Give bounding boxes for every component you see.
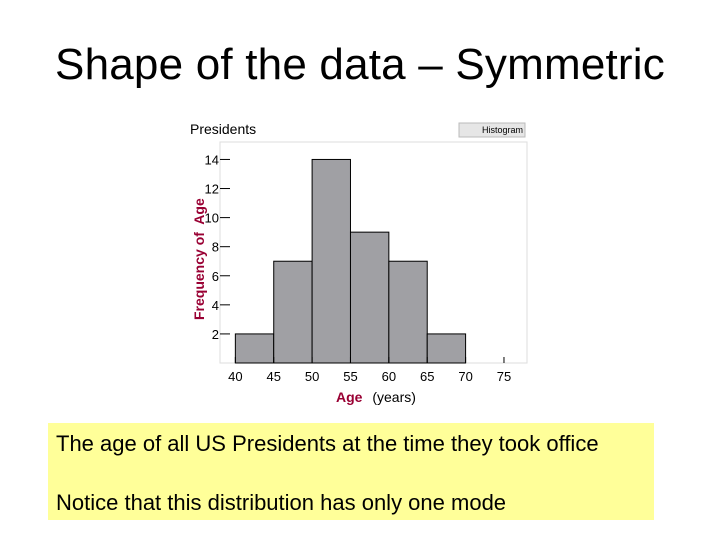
y-tick-label: 12: [205, 182, 219, 197]
x-ticks-group: 40 45 50 55 60 65 70 75: [228, 357, 511, 384]
x-tick-label: 40: [228, 369, 242, 384]
y-tick-label: 8: [212, 240, 219, 255]
x-tick-label: 70: [458, 369, 472, 384]
x-tick-label: 55: [343, 369, 357, 384]
y-tick-label: 4: [212, 298, 219, 313]
histogram-svg: Presidents Histogram 2 4 6 8 10 12 14 40 45 50 55…: [190, 121, 528, 405]
histogram-bar-45-50: [273, 260, 313, 364]
x-axis-label-unit: (years): [372, 389, 416, 405]
chart-title: Presidents: [190, 121, 256, 137]
x-tick-label: 50: [305, 369, 319, 384]
bars-group: [234, 158, 467, 364]
note-line-2: Notice that this distribution has only o…: [56, 490, 507, 515]
x-tick-label: 45: [266, 369, 280, 384]
legend-label: Histogram: [482, 125, 523, 135]
histogram-bar-65-70: [426, 333, 467, 364]
x-tick-label: 65: [420, 369, 434, 384]
histogram-bar-60-65: [388, 260, 428, 364]
slide-title: Shape of the data – Symmetric: [55, 40, 665, 89]
histogram-bar-40-45: [234, 333, 275, 364]
histogram-bar-50-55: [311, 158, 351, 364]
note-line-1: The age of all US Presidents at the time…: [56, 431, 599, 456]
note-box: The age of all US Presidents at the time…: [48, 423, 654, 520]
legend-box: [458, 122, 526, 138]
x-tick-label: 60: [382, 369, 396, 384]
histogram-chart: Presidents Histogram 2 4 6 8 10 12 14 40 45 50 55…: [180, 112, 540, 412]
y-axis-label-prefix: Frequency of: [191, 232, 207, 320]
histogram-bar-55-60: [349, 231, 390, 364]
x-axis-label-var: Age: [336, 389, 363, 405]
y-tick-label: 14: [205, 152, 219, 167]
y-ticks-group: 2 4 6 8 10 12 14: [205, 152, 230, 342]
y-tick-label: 6: [212, 269, 219, 284]
x-tick-label: 75: [497, 369, 511, 384]
y-tick-label: 10: [205, 211, 219, 226]
y-tick-label: 2: [212, 327, 219, 342]
legend: Histogram: [458, 122, 526, 138]
y-axis-label-var: Age: [191, 198, 207, 225]
y-axis-label: Frequency of Age: [191, 198, 207, 320]
x-axis-label: Age (years): [336, 389, 416, 405]
